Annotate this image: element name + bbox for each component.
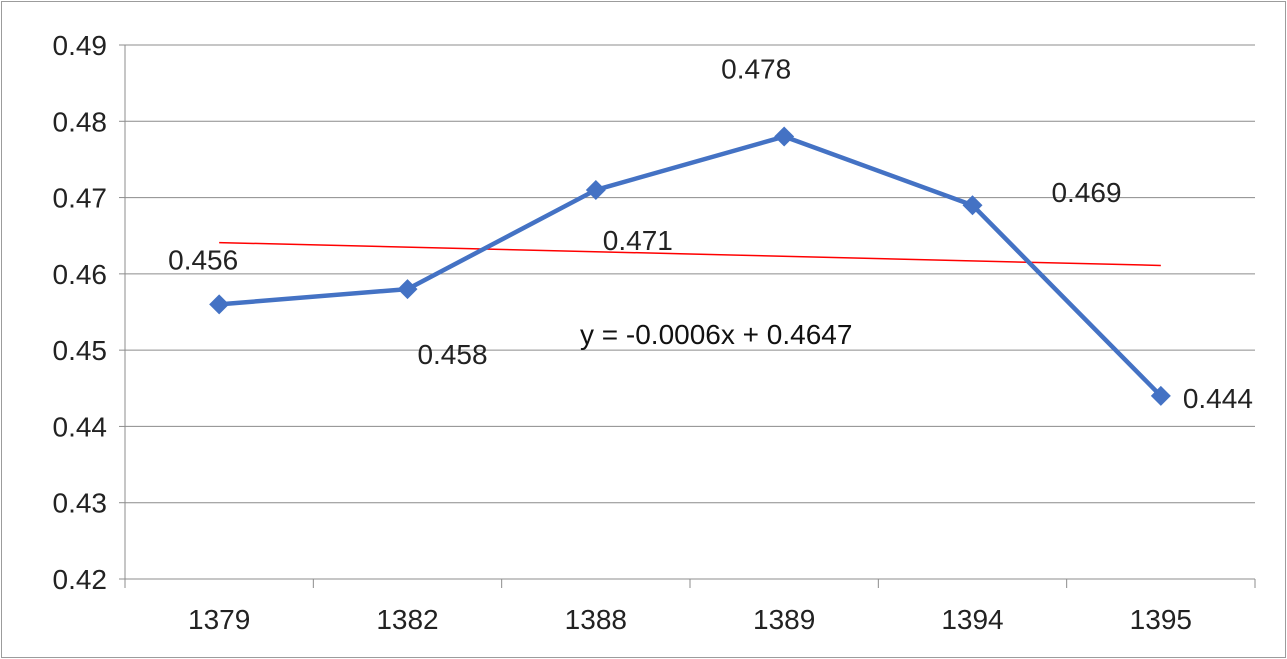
y-tick-label: 0.46 [53,259,108,290]
data-point-marker [209,294,230,315]
data-label: 0.471 [603,225,673,256]
trendline-equation: y = -0.0006x + 0.4647 [580,319,852,350]
series-line [218,134,1163,398]
data-point-marker [774,126,795,147]
axes [119,44,1256,588]
data-point-marker [1150,385,1171,406]
data-label: 0.444 [1183,383,1253,414]
y-tick-label: 0.48 [53,106,108,137]
data-point-marker [397,279,418,300]
x-axis-tick-labels: 1379 1382 1388 1389 1394 1395 [188,604,1192,635]
data-label: 0.469 [1051,177,1121,208]
data-labels: 0.456 0.458 0.471 0.478 0.469 0.444 [168,54,1253,414]
trendline-group [219,241,1161,267]
data-point-marker [962,195,983,216]
series-group [209,126,1171,406]
data-label: 0.456 [168,244,238,275]
trendline [219,241,1161,267]
y-tick-label: 0.42 [53,564,108,595]
y-tick-label: 0.49 [53,30,108,61]
y-axis-tick-labels: 0.42 0.43 0.44 0.45 0.46 0.47 0.48 0.49 [53,30,108,595]
y-tick-label: 0.47 [53,183,108,214]
x-tick-label: 1389 [753,604,815,635]
x-tick-label: 1382 [376,604,438,635]
x-tick-label: 1388 [565,604,627,635]
x-tick-label: 1379 [188,604,250,635]
data-label: 0.478 [721,54,791,85]
x-tick-label: 1395 [1130,604,1192,635]
gridlines [125,44,1255,580]
y-tick-label: 0.45 [53,335,108,366]
y-tick-label: 0.44 [53,411,108,442]
x-tick-label: 1394 [941,604,1003,635]
data-point-marker [585,179,606,200]
data-label: 0.458 [417,339,487,370]
y-tick-label: 0.43 [53,488,108,519]
